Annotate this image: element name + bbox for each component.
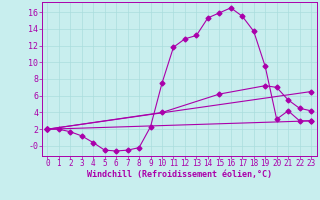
X-axis label: Windchill (Refroidissement éolien,°C): Windchill (Refroidissement éolien,°C) xyxy=(87,170,272,179)
